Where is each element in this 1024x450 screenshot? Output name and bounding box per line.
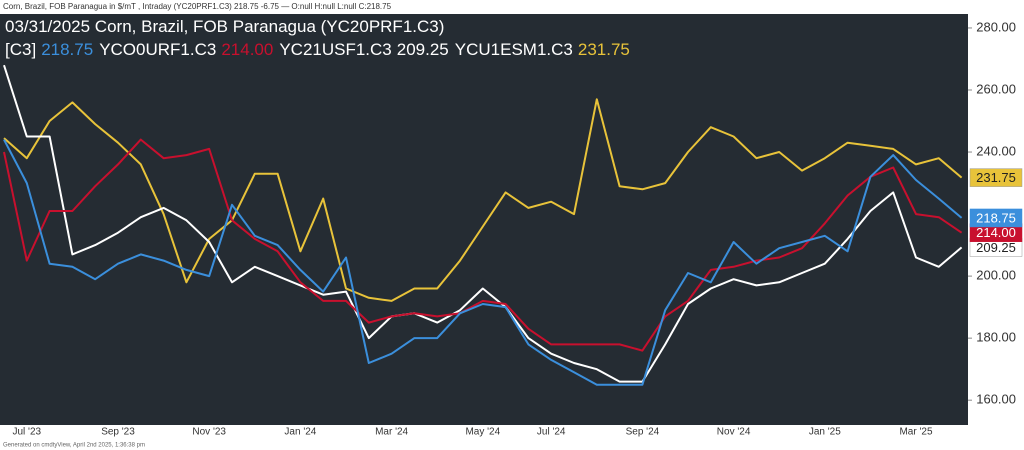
legend-value: 231.75 (577, 40, 630, 59)
x-tick-label: Mar '25 (899, 427, 932, 438)
legend-value: 214.00 (221, 40, 274, 59)
y-tick-label: 180.00 (976, 330, 1016, 345)
legend: 03/31/2025 Corn, Brazil, FOB Paranagua (… (5, 15, 955, 61)
y-tick-label: 240.00 (976, 143, 1016, 158)
x-tick-label: Mar '24 (375, 427, 408, 438)
series-line (3, 64, 963, 383)
last-value-badge (969, 208, 1023, 228)
y-tick-label: 280.00 (976, 19, 1016, 34)
y-tick-label: 200.00 (976, 268, 1016, 283)
lines (3, 64, 963, 386)
legend-name: YC21USF1.C3 (279, 40, 392, 59)
series-line (3, 139, 963, 386)
last-value-label: 218.75 (976, 210, 1016, 225)
plot-background (0, 14, 968, 425)
x-tick-label: May '24 (465, 427, 500, 438)
x-tick-label: Sep '24 (626, 427, 660, 438)
y-tick-label: 160.00 (976, 392, 1016, 407)
legend-name: YCU1ESM1.C3 (454, 40, 573, 59)
legend-value: 218.75 (41, 40, 94, 59)
last-value-label: 214.00 (976, 225, 1016, 240)
x-tick-label: Jan '24 (284, 427, 316, 438)
x-tick-label: Nov '24 (717, 427, 751, 438)
last-value-label: 231.75 (976, 170, 1016, 185)
legend-value: 209.25 (396, 40, 449, 59)
series-line (3, 98, 963, 302)
legend-name: 03/31/2025 Corn, Brazil, FOB Paranagua (… (5, 17, 445, 59)
x-tick-label: Jul '24 (537, 427, 566, 438)
last-value-label: 209.25 (976, 240, 1016, 255)
x-tick-label: Jul '23 (13, 427, 42, 438)
series-line (3, 138, 963, 352)
legend-name: YCO0URF1.C3 (99, 40, 217, 59)
footer: Generated on cmdtyView, April 2nd 2025, … (3, 443, 145, 449)
header: Corn, Brazil, FOB Paranagua in $/mT , In… (3, 2, 392, 11)
x-tick-label: Nov '23 (192, 427, 226, 438)
x-tick-label: Sep '23 (101, 427, 135, 438)
x-tick-label: Jan '25 (809, 427, 841, 438)
y-tick-label: 260.00 (976, 81, 1016, 96)
last-value-badge (969, 168, 1023, 187)
